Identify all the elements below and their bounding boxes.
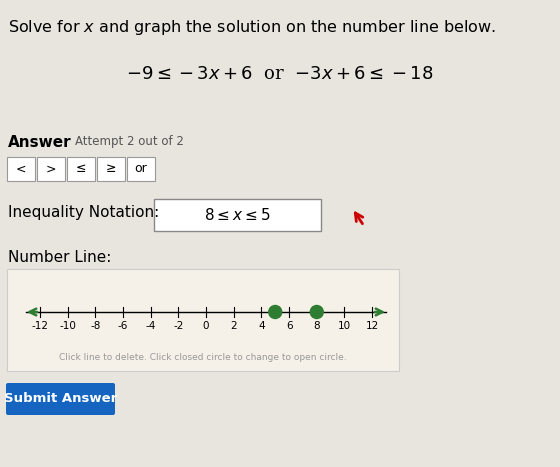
Text: Click line to delete. Click closed circle to change to open circle.: Click line to delete. Click closed circl… [59, 353, 347, 362]
FancyBboxPatch shape [37, 157, 65, 181]
FancyBboxPatch shape [7, 269, 399, 371]
Text: >: > [46, 163, 56, 176]
Text: <: < [16, 163, 26, 176]
Text: ≥: ≥ [106, 163, 116, 176]
Text: Number Line:: Number Line: [8, 250, 111, 265]
Text: -4: -4 [146, 321, 156, 331]
Text: $-9 \leq -3x+6$  or  $-3x+6 \leq -18$: $-9 \leq -3x+6$ or $-3x+6 \leq -18$ [127, 65, 433, 83]
Text: -8: -8 [90, 321, 100, 331]
Text: Submit Answer: Submit Answer [4, 392, 117, 405]
Text: $8 \leq x \leq 5$: $8 \leq x \leq 5$ [204, 207, 270, 223]
Text: 10: 10 [338, 321, 351, 331]
FancyBboxPatch shape [97, 157, 125, 181]
Text: 0: 0 [203, 321, 209, 331]
Text: 2: 2 [230, 321, 237, 331]
FancyBboxPatch shape [67, 157, 95, 181]
Text: Answer: Answer [8, 135, 72, 150]
Text: ≤: ≤ [76, 163, 86, 176]
Text: 6: 6 [286, 321, 292, 331]
Text: Inequality Notation:: Inequality Notation: [8, 205, 159, 220]
FancyBboxPatch shape [127, 157, 155, 181]
FancyBboxPatch shape [6, 383, 115, 415]
FancyBboxPatch shape [154, 199, 321, 231]
Text: 4: 4 [258, 321, 265, 331]
Text: 12: 12 [366, 321, 379, 331]
Text: Attempt 2 out of 2: Attempt 2 out of 2 [75, 135, 184, 148]
Text: -6: -6 [118, 321, 128, 331]
Text: or: or [134, 163, 147, 176]
Text: 8: 8 [314, 321, 320, 331]
Text: Solve for $x$ and graph the solution on the number line below.: Solve for $x$ and graph the solution on … [8, 18, 496, 37]
Text: -2: -2 [173, 321, 184, 331]
Text: -12: -12 [31, 321, 48, 331]
FancyBboxPatch shape [7, 157, 35, 181]
Circle shape [269, 305, 282, 318]
Text: -10: -10 [59, 321, 76, 331]
Circle shape [310, 305, 323, 318]
